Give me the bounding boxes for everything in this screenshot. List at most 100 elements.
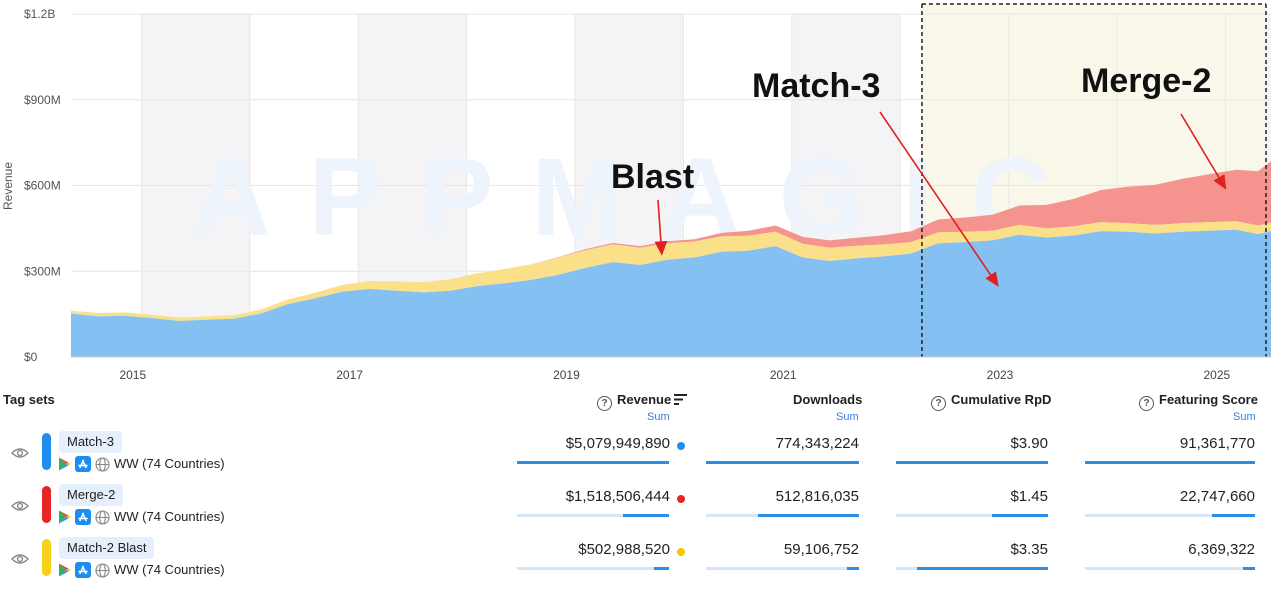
annotation-label: Merge-2 xyxy=(1081,62,1211,100)
revenue-share-bar xyxy=(517,514,669,517)
y-axis-label: Revenue xyxy=(1,162,15,210)
featuring-share-bar xyxy=(1085,567,1255,570)
tag-set-meta: WW (74 Countries) xyxy=(58,455,225,473)
y-tick-label: $600M xyxy=(24,179,61,193)
help-icon[interactable]: ? xyxy=(1139,396,1154,411)
series-color-dot xyxy=(677,548,685,556)
featuring-score-header[interactable]: ? Featuring Score xyxy=(1139,392,1258,411)
table-row: Match-2 Blast WW (74 Countries) $502,988,5… xyxy=(0,537,1271,591)
tag-sets-header: Tag sets xyxy=(3,392,55,407)
revenue-share-fill xyxy=(517,461,669,464)
rpd-value: $3.35 xyxy=(1010,541,1048,558)
revenue-share-bar xyxy=(517,461,669,464)
downloads-share-fill xyxy=(847,567,859,570)
tag-set-meta: WW (74 Countries) xyxy=(58,508,225,526)
visibility-eye-icon[interactable] xyxy=(11,447,29,459)
google-play-icon xyxy=(59,563,71,577)
y-tick-label: $1.2B xyxy=(24,7,55,21)
x-tick-label: 2025 xyxy=(1203,368,1230,382)
revenue-share-bar xyxy=(517,567,669,570)
annotation-arrow xyxy=(654,199,668,256)
google-play-icon xyxy=(59,510,71,524)
revenue-share-fill xyxy=(623,514,669,517)
annotation-arrow xyxy=(879,111,999,287)
revenue-share-fill xyxy=(654,567,669,570)
annotation-arrow xyxy=(1180,113,1227,190)
featuring-value: 6,369,322 xyxy=(1188,541,1255,558)
series-color-dot xyxy=(677,495,685,503)
tag-set-name[interactable]: Match-2 Blast xyxy=(59,537,155,559)
x-tick-label: 2021 xyxy=(770,368,797,382)
rpd-share-fill xyxy=(992,514,1048,517)
featuring-value: 91,361,770 xyxy=(1179,435,1255,452)
help-icon[interactable]: ? xyxy=(931,396,946,411)
rpd-share-bar xyxy=(896,567,1048,570)
downloads-header[interactable]: Downloads xyxy=(793,392,863,407)
cumulative-rpd-header[interactable]: ? Cumulative RpD xyxy=(931,392,1051,411)
tag-color-bar xyxy=(42,486,51,523)
rpd-value: $1.45 xyxy=(1010,488,1048,505)
featuring-value: 22,747,660 xyxy=(1179,488,1255,505)
revenue-sublabel: Sum xyxy=(647,411,670,423)
rpd-share-fill xyxy=(917,567,1048,570)
downloads-value: 774,343,224 xyxy=(775,435,859,452)
revenue-value: $502,988,520 xyxy=(578,541,670,558)
globe-icon xyxy=(95,456,110,472)
featuring-share-bar xyxy=(1085,514,1255,517)
annotation-label: Match-3 xyxy=(752,67,880,105)
tag-color-bar xyxy=(42,433,51,470)
downloads-value: 59,106,752 xyxy=(783,541,859,558)
revenue-header[interactable]: ? Revenue xyxy=(597,392,688,411)
downloads-share-bar xyxy=(706,514,859,517)
series-color-dot xyxy=(677,442,685,450)
x-tick-label: 2019 xyxy=(553,368,580,382)
series-area-match-2-blast xyxy=(71,221,1271,321)
featuring-share-fill xyxy=(1243,567,1255,570)
visibility-eye-icon[interactable] xyxy=(11,553,29,565)
y-tick-label: $900M xyxy=(24,93,61,107)
tag-set-name[interactable]: Merge-2 xyxy=(59,484,124,506)
tag-sets-table: Tag sets ? Revenue Sum Downloads Sum ? Cum… xyxy=(0,384,1271,597)
x-tick-label: 2023 xyxy=(987,368,1014,382)
featuring-share-bar xyxy=(1085,461,1255,464)
rpd-share-fill xyxy=(896,461,1048,464)
downloads-share-fill xyxy=(706,461,859,464)
tag-set-name[interactable]: Match-3 xyxy=(59,431,122,453)
tag-color-bar xyxy=(42,539,51,576)
tag-set-meta: WW (74 Countries) xyxy=(58,561,225,579)
region-label: WW (74 Countries) xyxy=(114,562,225,577)
series-area-match-3 xyxy=(71,229,1271,357)
featuring-score-sublabel: Sum xyxy=(1233,411,1256,423)
table-row: Merge-2 WW (74 Countries) $1,518,506,444 51… xyxy=(0,484,1271,538)
downloads-value: 512,816,035 xyxy=(775,488,859,505)
visibility-eye-icon[interactable] xyxy=(11,500,29,512)
y-tick-label: $300M xyxy=(24,264,61,278)
featuring-share-fill xyxy=(1085,461,1255,464)
table-row: Match-3 WW (74 Countries) $5,079,949,890 77… xyxy=(0,431,1271,485)
revenue-value: $1,518,506,444 xyxy=(565,488,670,505)
annotation-label: Blast xyxy=(611,158,694,196)
region-label: WW (74 Countries) xyxy=(114,456,225,471)
downloads-share-fill xyxy=(758,514,859,517)
rpd-share-bar xyxy=(896,461,1048,464)
app-store-icon xyxy=(75,562,91,578)
featuring-share-fill xyxy=(1212,514,1255,517)
rpd-share-bar xyxy=(896,514,1048,517)
app-store-icon xyxy=(75,509,91,525)
globe-icon xyxy=(95,562,110,578)
y-tick-label: $0 xyxy=(24,350,38,364)
globe-icon xyxy=(95,509,110,525)
downloads-share-bar xyxy=(706,461,859,464)
downloads-sublabel: Sum xyxy=(836,411,859,423)
google-play-icon xyxy=(59,457,71,471)
x-tick-label: 2015 xyxy=(119,368,146,382)
rpd-value: $3.90 xyxy=(1010,435,1048,452)
help-icon[interactable]: ? xyxy=(597,396,612,411)
app-store-icon xyxy=(75,456,91,472)
revenue-value: $5,079,949,890 xyxy=(565,435,670,452)
downloads-share-bar xyxy=(706,567,859,570)
sort-icon[interactable] xyxy=(674,394,688,405)
x-tick-label: 2017 xyxy=(336,368,363,382)
region-label: WW (74 Countries) xyxy=(114,509,225,524)
